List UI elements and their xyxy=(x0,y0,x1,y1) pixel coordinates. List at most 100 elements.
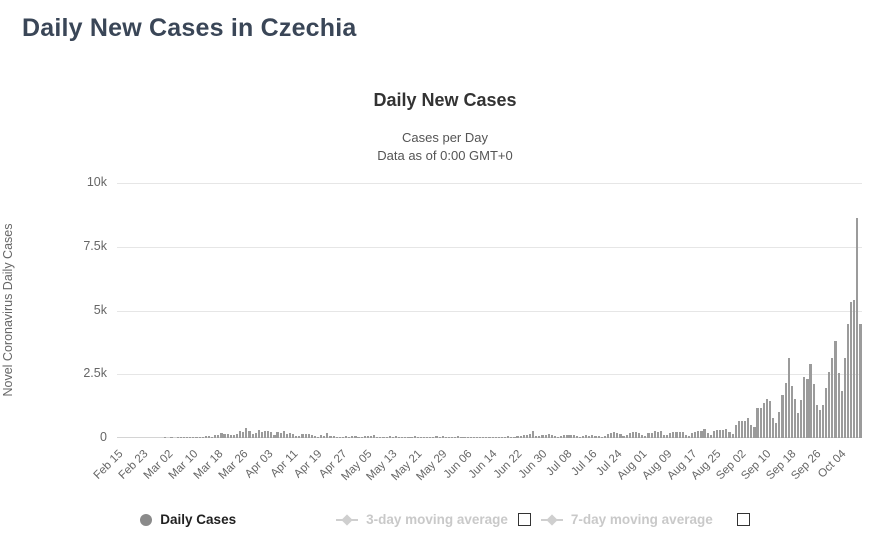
bar[interactable] xyxy=(270,432,273,438)
bar[interactable] xyxy=(647,433,650,438)
bar[interactable] xyxy=(276,431,279,438)
bar[interactable] xyxy=(329,435,332,438)
legend-item-daily-cases[interactable]: Daily Cases xyxy=(140,512,236,527)
bar[interactable] xyxy=(198,437,201,438)
bar[interactable] xyxy=(301,433,304,438)
bar[interactable] xyxy=(214,435,217,438)
bar[interactable] xyxy=(525,434,528,438)
bar[interactable] xyxy=(681,432,684,438)
bar[interactable] xyxy=(469,437,472,438)
bar[interactable] xyxy=(182,437,186,438)
bar[interactable] xyxy=(416,436,419,438)
bar[interactable] xyxy=(800,400,803,438)
bar[interactable] xyxy=(192,437,195,438)
bar[interactable] xyxy=(248,431,251,438)
bar[interactable] xyxy=(606,434,610,438)
bar[interactable] xyxy=(859,324,862,438)
bar[interactable] xyxy=(323,435,326,438)
bar[interactable] xyxy=(662,434,666,438)
bar[interactable] xyxy=(772,417,775,438)
bar[interactable] xyxy=(585,435,588,438)
bar[interactable] xyxy=(186,437,189,438)
bar[interactable] xyxy=(438,436,441,438)
bar[interactable] xyxy=(734,425,737,438)
bar[interactable] xyxy=(426,437,429,438)
bar[interactable] xyxy=(747,417,750,438)
bar[interactable] xyxy=(806,379,809,438)
bar[interactable] xyxy=(853,300,856,438)
bar[interactable] xyxy=(675,431,678,438)
bar[interactable] xyxy=(784,383,787,438)
bar[interactable] xyxy=(556,436,560,438)
bar[interactable] xyxy=(544,435,547,438)
bar[interactable] xyxy=(345,435,348,438)
bar[interactable] xyxy=(348,436,351,438)
ma7-checkbox[interactable] xyxy=(736,513,750,526)
bar[interactable] xyxy=(691,433,694,438)
bar[interactable] xyxy=(485,437,488,438)
bar[interactable] xyxy=(223,434,226,438)
bar[interactable] xyxy=(354,436,357,438)
bar[interactable] xyxy=(737,421,740,438)
bar[interactable] xyxy=(781,395,784,438)
bar[interactable] xyxy=(740,420,744,438)
bar[interactable] xyxy=(404,437,407,438)
bar[interactable] xyxy=(279,433,282,438)
bar[interactable] xyxy=(382,437,385,438)
bar[interactable] xyxy=(572,435,575,438)
bar[interactable] xyxy=(563,434,566,438)
bar[interactable] xyxy=(176,437,179,438)
bar[interactable] xyxy=(706,433,709,438)
bar[interactable] xyxy=(840,390,843,438)
bar[interactable] xyxy=(759,408,762,438)
bar[interactable] xyxy=(603,436,606,438)
bar[interactable] xyxy=(622,435,625,438)
bar[interactable] xyxy=(164,437,167,438)
bar[interactable] xyxy=(292,433,295,438)
bar[interactable] xyxy=(232,434,235,438)
bar[interactable] xyxy=(475,436,479,438)
bar[interactable] xyxy=(313,436,317,438)
bar[interactable] xyxy=(834,341,837,438)
bar[interactable] xyxy=(447,437,451,438)
bar[interactable] xyxy=(516,436,519,438)
bar[interactable] xyxy=(628,433,631,438)
plot-area[interactable] xyxy=(117,183,862,438)
bar[interactable] xyxy=(821,405,825,438)
bar[interactable] xyxy=(189,437,192,438)
bar[interactable] xyxy=(229,434,232,438)
bar[interactable] xyxy=(653,431,656,438)
bar[interactable] xyxy=(444,437,447,438)
bar[interactable] xyxy=(528,434,532,438)
bar[interactable] xyxy=(634,432,638,438)
ma3-checkbox[interactable] xyxy=(517,513,531,526)
bar[interactable] xyxy=(394,436,398,438)
bar[interactable] xyxy=(373,435,376,438)
bar[interactable] xyxy=(257,430,260,438)
bar[interactable] xyxy=(815,404,818,438)
bar[interactable] xyxy=(850,301,853,438)
bar[interactable] xyxy=(703,429,706,438)
bar[interactable] xyxy=(488,437,491,438)
bar[interactable] xyxy=(594,435,597,438)
bar[interactable] xyxy=(812,384,815,438)
bar[interactable] xyxy=(310,435,313,438)
bar[interactable] xyxy=(856,218,859,438)
bar[interactable] xyxy=(369,435,373,438)
bar[interactable] xyxy=(725,428,728,438)
bar[interactable] xyxy=(179,437,182,438)
bar[interactable] xyxy=(341,436,345,438)
bar[interactable] xyxy=(491,437,494,438)
bar[interactable] xyxy=(422,437,426,438)
bar[interactable] xyxy=(700,430,703,438)
bar[interactable] xyxy=(750,425,753,438)
bar[interactable] xyxy=(429,436,432,438)
bar[interactable] xyxy=(715,429,719,438)
bar[interactable] xyxy=(366,436,369,438)
bar[interactable] xyxy=(497,437,500,438)
bar[interactable] xyxy=(809,363,812,438)
bar[interactable] xyxy=(753,427,756,438)
bar[interactable] xyxy=(697,431,700,438)
bar[interactable] xyxy=(254,433,257,438)
bar[interactable] xyxy=(451,436,454,438)
